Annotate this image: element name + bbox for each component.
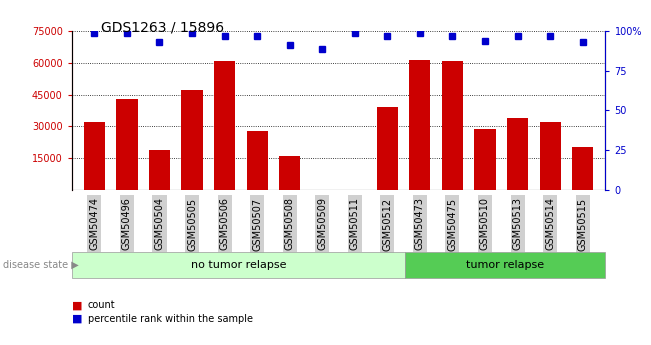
Bar: [540, 122, 561, 190]
Text: GDS1263 / 15896: GDS1263 / 15896: [101, 21, 225, 35]
Bar: [442, 61, 463, 190]
Bar: [572, 147, 593, 190]
Bar: [117, 99, 137, 190]
Text: count: count: [88, 300, 115, 310]
Bar: [475, 129, 495, 190]
Text: percentile rank within the sample: percentile rank within the sample: [88, 314, 253, 324]
Text: no tumor relapse: no tumor relapse: [191, 260, 286, 270]
Bar: [84, 122, 105, 190]
Bar: [409, 60, 430, 190]
Bar: [279, 156, 300, 190]
Bar: [247, 130, 268, 190]
Bar: [214, 61, 235, 190]
Text: ■: ■: [72, 314, 82, 324]
Bar: [507, 118, 528, 190]
Text: tumor relapse: tumor relapse: [466, 260, 544, 270]
Bar: [377, 107, 398, 190]
Bar: [149, 149, 170, 190]
Text: disease state ▶: disease state ▶: [3, 260, 79, 270]
Bar: [182, 90, 202, 190]
Text: ■: ■: [72, 300, 82, 310]
